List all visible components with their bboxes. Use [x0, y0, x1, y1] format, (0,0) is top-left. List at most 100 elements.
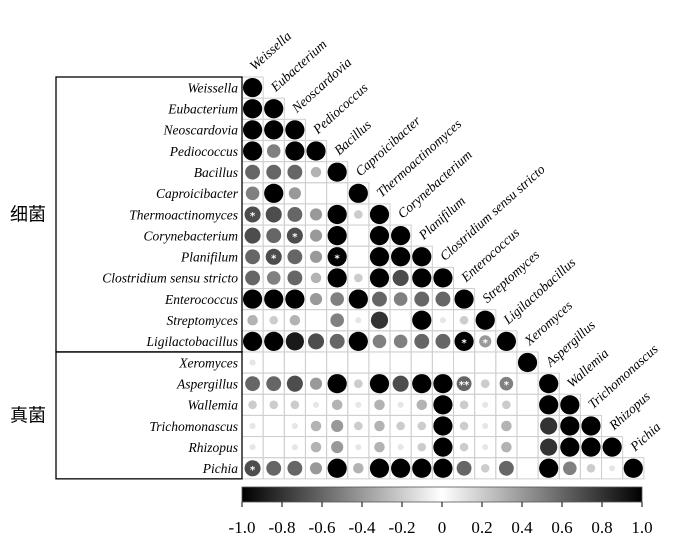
correlation-circle — [285, 120, 305, 140]
correlation-circle — [269, 315, 279, 325]
correlation-circle — [327, 268, 347, 288]
correlation-circle — [397, 401, 404, 408]
colorbar — [241, 486, 643, 503]
correlation-circle — [287, 249, 303, 265]
correlation-circle — [309, 208, 323, 221]
column-label: Pichia — [627, 419, 664, 455]
correlation-circle — [314, 191, 318, 195]
correlation-circle — [433, 268, 453, 288]
correlation-circle — [245, 376, 261, 392]
correlation-circle — [369, 458, 390, 478]
correlation-circle — [412, 458, 432, 478]
correlation-circle — [480, 379, 490, 388]
correlation-circle — [539, 458, 559, 478]
correlation-circle — [479, 335, 492, 348]
correlation-circle — [581, 437, 601, 457]
correlation-circle — [498, 460, 514, 476]
correlation-circle — [264, 99, 284, 119]
row-label: Eubacterium — [167, 102, 238, 117]
correlation-circle — [264, 289, 284, 309]
correlation-circle — [354, 210, 363, 219]
correlation-circle — [265, 248, 282, 265]
group-label: 真菌 — [10, 405, 46, 426]
correlation-circle — [602, 437, 622, 457]
correlation-circle — [459, 421, 469, 431]
correlation-circle — [310, 441, 322, 453]
correlation-circle — [330, 313, 344, 328]
correlation-circle — [348, 183, 368, 203]
correlation-circle — [399, 318, 403, 322]
correlation-circle — [525, 382, 530, 386]
correlation-circle — [248, 400, 257, 410]
correlation-circle — [264, 120, 284, 140]
correlation-circle — [355, 317, 362, 324]
correlation-circle — [517, 352, 538, 373]
correlation-circle — [266, 460, 282, 476]
correlation-circle — [540, 438, 558, 456]
correlation-circle — [496, 331, 516, 351]
cell-grid — [241, 76, 645, 480]
colorbar-tick-label: -0.2 — [389, 518, 416, 537]
correlation-circle — [525, 403, 530, 407]
correlation-circle — [269, 400, 279, 410]
row-label: Caproicibacter — [156, 186, 239, 201]
correlation-circle — [372, 291, 387, 307]
correlation-circle — [396, 421, 405, 431]
row-label: Ligilactobacillus — [145, 334, 238, 349]
significance-star: * — [335, 253, 341, 264]
correlation-circle — [287, 270, 303, 286]
correlation-circle — [354, 379, 363, 388]
significance-star: * — [292, 232, 298, 243]
significance-star: * — [483, 338, 489, 349]
correlation-circle — [354, 421, 363, 431]
correlation-circle — [309, 229, 323, 242]
correlation-circle — [480, 463, 490, 473]
correlation-circle — [392, 269, 409, 286]
correlation-circle — [412, 268, 432, 288]
significance-star: * — [461, 338, 467, 349]
correlation-circle — [335, 191, 339, 195]
correlation-circle — [459, 400, 469, 410]
correlation-circle — [327, 162, 347, 182]
colorbar-tick-label: 0 — [438, 518, 447, 537]
correlation-circle — [433, 458, 453, 478]
correlation-circle — [414, 291, 430, 307]
correlation-circle — [441, 360, 445, 365]
correlation-circle — [331, 399, 343, 411]
row-label: Neoscardovia — [163, 123, 239, 138]
correlation-circle — [412, 374, 432, 394]
correlation-circle — [291, 444, 298, 451]
correlation-circle — [264, 183, 284, 203]
row-label: Aspergillus — [176, 376, 238, 391]
correlation-circle — [309, 250, 323, 263]
correlation-circle — [377, 360, 382, 365]
row-label: Rhizopus — [187, 440, 238, 455]
correlation-circle — [266, 376, 282, 392]
correlation-circle — [417, 421, 427, 431]
correlation-circle — [244, 460, 261, 477]
correlation-circle — [482, 401, 489, 408]
colorbar-tick-label: 0.8 — [591, 518, 612, 537]
correlation-circle — [482, 422, 489, 430]
colorbar-tick-label: -0.6 — [309, 518, 336, 537]
correlation-circle — [501, 420, 512, 432]
correlation-circle — [329, 333, 345, 349]
correlation-circle — [369, 268, 390, 288]
correlation-circle — [560, 416, 580, 436]
correlation-circle — [356, 255, 360, 259]
correlation-circle — [475, 310, 495, 330]
correlation-circle — [623, 458, 643, 478]
correlation-circle — [249, 359, 256, 366]
correlation-circle — [287, 460, 303, 476]
correlation-circle — [245, 186, 260, 201]
correlation-circle — [285, 332, 304, 351]
correlation-circle — [289, 314, 301, 326]
correlation-circle — [331, 441, 344, 454]
correlation-circle — [287, 164, 303, 180]
correlation-circle — [309, 462, 323, 475]
correlation-circle — [266, 228, 282, 244]
correlation-circle — [525, 445, 530, 449]
correlation-circle — [310, 420, 322, 432]
correlation-circle — [433, 437, 453, 457]
